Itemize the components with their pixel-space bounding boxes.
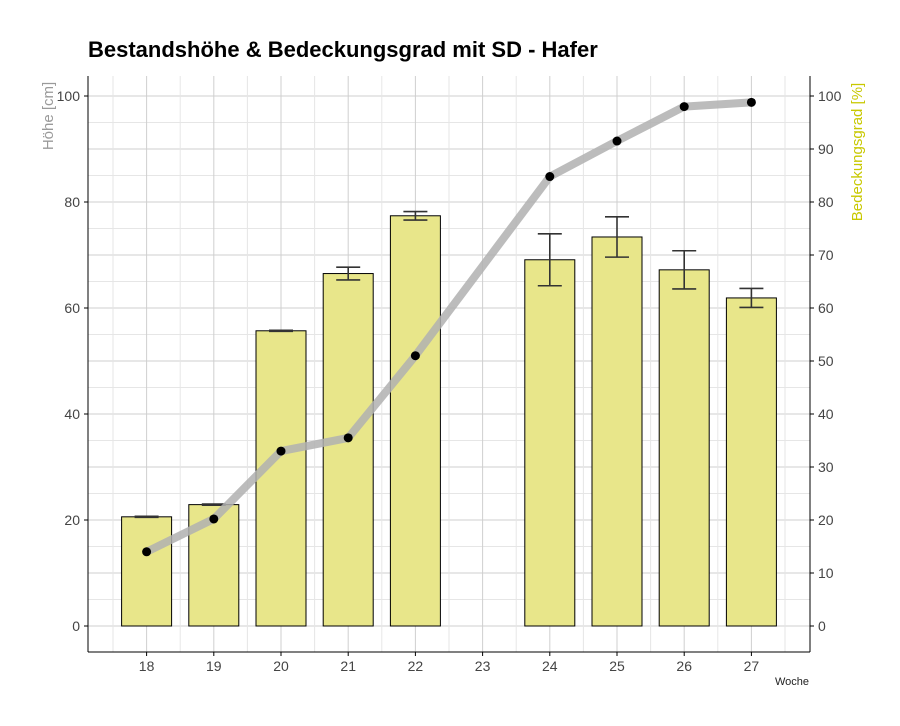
y-tick-label-right: 90 [818,141,834,157]
coverage-point-22 [410,351,420,361]
y-tick-label-right: 50 [818,353,834,369]
bar-26 [658,269,710,627]
y-tick-label-right: 60 [818,300,834,316]
x-tick-label-27: 27 [744,658,760,674]
bar-27 [725,297,777,627]
error-bars [134,210,764,519]
x-tick-label-20: 20 [273,658,289,674]
coverage-point-18 [142,547,152,557]
coverage-point-27 [746,97,756,107]
bar-21 [322,273,374,627]
y-tick-label-left: 40 [64,406,80,422]
coverage-point-19 [209,514,219,524]
y-tick-label-right: 30 [818,459,834,475]
coverage-point-20 [276,446,286,456]
y-tick-label-left: 80 [64,194,80,210]
y-axis-label-right: Bedeckungsgrad [%] [849,83,866,221]
y-tick-label-left: 20 [64,512,80,528]
bar-22 [389,215,441,627]
axes [84,76,814,656]
y-tick-label-right: 80 [818,194,834,210]
coverage-point-25 [612,136,622,146]
coverage-point-26 [679,102,689,112]
y-tick-label-left: 60 [64,300,80,316]
x-tick-label-26: 26 [676,658,692,674]
bars [121,215,777,627]
bar-18 [121,516,173,627]
coverage-points [142,97,756,557]
y-tick-label-left: 0 [72,618,80,634]
y-tick-label-left: 100 [57,88,81,104]
y-axis-label-left: Höhe [cm] [40,82,57,150]
x-tick-label-24: 24 [542,658,558,674]
x-tick-label-21: 21 [340,658,356,674]
x-tick-label-19: 19 [206,658,222,674]
y-tick-label-right: 20 [818,512,834,528]
chart-title: Bestandshöhe & Bedeckungsgrad mit SD - H… [88,37,598,62]
y-tick-label-right: 100 [818,88,842,104]
coverage-point-21 [343,433,353,443]
y-tick-label-right: 10 [818,565,834,581]
bar-20 [255,330,307,627]
coverage-point-24 [545,172,555,182]
x-tick-label-22: 22 [408,658,424,674]
y-tick-label-right: 70 [818,247,834,263]
bar-24 [524,259,576,627]
y-tick-label-right: 0 [818,618,826,634]
y-tick-label-right: 40 [818,406,834,422]
x-tick-label-18: 18 [139,658,155,674]
x-tick-label-23: 23 [475,658,491,674]
bar-25 [591,236,643,627]
x-tick-label-25: 25 [609,658,625,674]
x-axis-label: Woche [775,676,809,688]
tick-labels: 0 20 40 60 80 100 0 10 20 30 40 50 60 70 80 90 100 18 19 20… [57,88,842,674]
